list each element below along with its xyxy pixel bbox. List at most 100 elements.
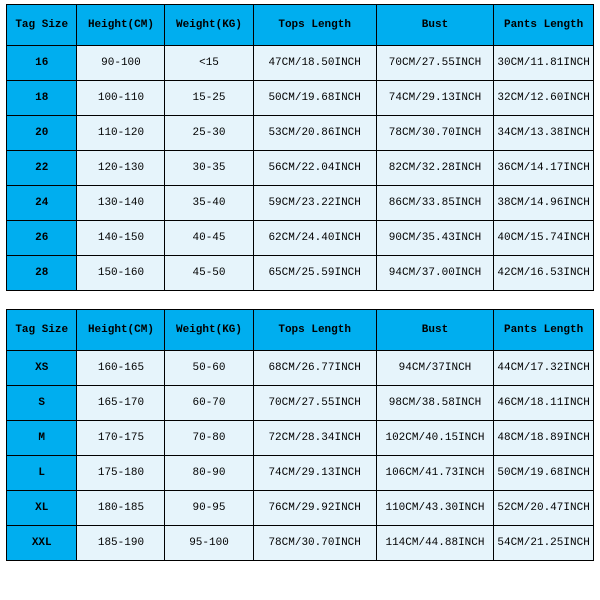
col-tag-size: Tag Size — [7, 310, 77, 351]
weight-cell: 95-100 — [165, 526, 253, 561]
tops-length-cell: 74CM/29.13INCH — [253, 456, 376, 491]
pants-length-cell: 34CM/13.38INCH — [494, 116, 594, 151]
table-header-row: Tag Size Height(CM) Weight(KG) Tops Leng… — [7, 310, 594, 351]
weight-cell: 35-40 — [165, 186, 253, 221]
bust-cell: 82CM/32.28INCH — [376, 151, 493, 186]
col-height: Height(CM) — [77, 310, 165, 351]
weight-cell: 80-90 — [165, 456, 253, 491]
size-table-adults: Tag Size Height(CM) Weight(KG) Tops Leng… — [6, 309, 594, 561]
weight-cell: 30-35 — [165, 151, 253, 186]
tops-length-cell: 59CM/23.22INCH — [253, 186, 376, 221]
tops-length-cell: 53CM/20.86INCH — [253, 116, 376, 151]
table-row: 26140-15040-4562CM/24.40INCH90CM/35.43IN… — [7, 221, 594, 256]
tops-length-cell: 76CM/29.92INCH — [253, 491, 376, 526]
tops-length-cell: 56CM/22.04INCH — [253, 151, 376, 186]
pants-length-cell: 48CM/18.89INCH — [494, 421, 594, 456]
table-row: 28150-16045-5065CM/25.59INCH94CM/37.00IN… — [7, 256, 594, 291]
bust-cell: 90CM/35.43INCH — [376, 221, 493, 256]
col-tops-length: Tops Length — [253, 5, 376, 46]
table-row: 1690-100<1547CM/18.50INCH70CM/27.55INCH3… — [7, 46, 594, 81]
tag-size-cell: 16 — [7, 46, 77, 81]
table-gap — [6, 291, 594, 309]
height-cell: 110-120 — [77, 116, 165, 151]
pants-length-cell: 32CM/12.60INCH — [494, 81, 594, 116]
bust-cell: 78CM/30.70INCH — [376, 116, 493, 151]
tops-length-cell: 72CM/28.34INCH — [253, 421, 376, 456]
weight-cell: 15-25 — [165, 81, 253, 116]
weight-cell: 45-50 — [165, 256, 253, 291]
table-row: M170-17570-8072CM/28.34INCH102CM/40.15IN… — [7, 421, 594, 456]
tops-length-cell: 78CM/30.70INCH — [253, 526, 376, 561]
tag-size-cell: 24 — [7, 186, 77, 221]
height-cell: 180-185 — [77, 491, 165, 526]
table-row: 18100-11015-2550CM/19.68INCH74CM/29.13IN… — [7, 81, 594, 116]
col-tops-length: Tops Length — [253, 310, 376, 351]
height-cell: 175-180 — [77, 456, 165, 491]
height-cell: 90-100 — [77, 46, 165, 81]
height-cell: 185-190 — [77, 526, 165, 561]
bust-cell: 106CM/41.73INCH — [376, 456, 493, 491]
pants-length-cell: 44CM/17.32INCH — [494, 351, 594, 386]
weight-cell: 40-45 — [165, 221, 253, 256]
pants-length-cell: 46CM/18.11INCH — [494, 386, 594, 421]
table-row: XXL185-19095-10078CM/30.70INCH114CM/44.8… — [7, 526, 594, 561]
table-header-row: Tag Size Height(CM) Weight(KG) Tops Leng… — [7, 5, 594, 46]
tag-size-cell: XS — [7, 351, 77, 386]
pants-length-cell: 36CM/14.17INCH — [494, 151, 594, 186]
table-body-adults: XS160-16550-6068CM/26.77INCH94CM/37INCH4… — [7, 351, 594, 561]
col-pants-length: Pants Length — [494, 5, 594, 46]
tops-length-cell: 47CM/18.50INCH — [253, 46, 376, 81]
tag-size-cell: XL — [7, 491, 77, 526]
table-row: XS160-16550-6068CM/26.77INCH94CM/37INCH4… — [7, 351, 594, 386]
height-cell: 140-150 — [77, 221, 165, 256]
table-row: XL180-18590-9576CM/29.92INCH110CM/43.30I… — [7, 491, 594, 526]
tag-size-cell: L — [7, 456, 77, 491]
bust-cell: 110CM/43.30INCH — [376, 491, 493, 526]
table-row: S165-17060-7070CM/27.55INCH98CM/38.58INC… — [7, 386, 594, 421]
size-charts-container: Tag Size Height(CM) Weight(KG) Tops Leng… — [0, 0, 600, 571]
col-weight: Weight(KG) — [165, 310, 253, 351]
weight-cell: 70-80 — [165, 421, 253, 456]
tag-size-cell: 28 — [7, 256, 77, 291]
table-row: 22120-13030-3556CM/22.04INCH82CM/32.28IN… — [7, 151, 594, 186]
weight-cell: <15 — [165, 46, 253, 81]
height-cell: 150-160 — [77, 256, 165, 291]
col-bust: Bust — [376, 5, 493, 46]
bust-cell: 86CM/33.85INCH — [376, 186, 493, 221]
pants-length-cell: 50CM/19.68INCH — [494, 456, 594, 491]
bust-cell: 70CM/27.55INCH — [376, 46, 493, 81]
tops-length-cell: 62CM/24.40INCH — [253, 221, 376, 256]
table-row: L175-18080-9074CM/29.13INCH106CM/41.73IN… — [7, 456, 594, 491]
tag-size-cell: XXL — [7, 526, 77, 561]
height-cell: 170-175 — [77, 421, 165, 456]
pants-length-cell: 42CM/16.53INCH — [494, 256, 594, 291]
pants-length-cell: 38CM/14.96INCH — [494, 186, 594, 221]
weight-cell: 90-95 — [165, 491, 253, 526]
weight-cell: 50-60 — [165, 351, 253, 386]
bust-cell: 94CM/37INCH — [376, 351, 493, 386]
height-cell: 130-140 — [77, 186, 165, 221]
tops-length-cell: 68CM/26.77INCH — [253, 351, 376, 386]
height-cell: 160-165 — [77, 351, 165, 386]
tag-size-cell: M — [7, 421, 77, 456]
table-row: 20110-12025-3053CM/20.86INCH78CM/30.70IN… — [7, 116, 594, 151]
size-table-kids: Tag Size Height(CM) Weight(KG) Tops Leng… — [6, 4, 594, 291]
tag-size-cell: 26 — [7, 221, 77, 256]
col-weight: Weight(KG) — [165, 5, 253, 46]
col-bust: Bust — [376, 310, 493, 351]
table-row: 24130-14035-4059CM/23.22INCH86CM/33.85IN… — [7, 186, 594, 221]
tag-size-cell: 22 — [7, 151, 77, 186]
bust-cell: 102CM/40.15INCH — [376, 421, 493, 456]
tag-size-cell: 18 — [7, 81, 77, 116]
bust-cell: 74CM/29.13INCH — [376, 81, 493, 116]
height-cell: 120-130 — [77, 151, 165, 186]
pants-length-cell: 52CM/20.47INCH — [494, 491, 594, 526]
pants-length-cell: 30CM/11.81INCH — [494, 46, 594, 81]
col-tag-size: Tag Size — [7, 5, 77, 46]
tops-length-cell: 50CM/19.68INCH — [253, 81, 376, 116]
pants-length-cell: 40CM/15.74INCH — [494, 221, 594, 256]
bust-cell: 114CM/44.88INCH — [376, 526, 493, 561]
tops-length-cell: 65CM/25.59INCH — [253, 256, 376, 291]
weight-cell: 60-70 — [165, 386, 253, 421]
tag-size-cell: 20 — [7, 116, 77, 151]
